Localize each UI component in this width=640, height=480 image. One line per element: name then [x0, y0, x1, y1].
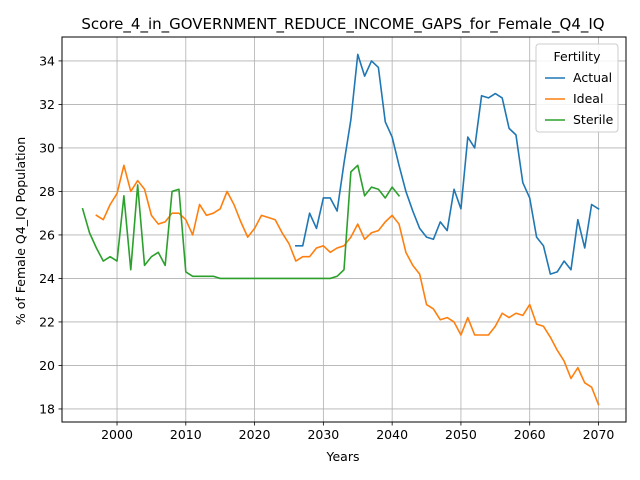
x-tick-label: 2020: [239, 427, 271, 442]
y-tick-label: 34: [39, 53, 55, 68]
y-tick-label: 24: [39, 271, 55, 286]
x-tick-label: 2010: [170, 427, 202, 442]
x-axis-label: Years: [326, 449, 360, 464]
x-tick-label: 2050: [445, 427, 477, 442]
x-tick-label: 2000: [101, 427, 133, 442]
y-tick-label: 18: [39, 401, 55, 416]
x-tick-label: 2030: [307, 427, 339, 442]
axis-ticks: 2000 2010 2020 2030 2040 2050 2060 2070 18 20 22 24…: [39, 53, 614, 442]
y-tick-label: 26: [39, 227, 55, 242]
y-axis-label: % of Female Q4_IQ Population: [13, 137, 28, 325]
legend-box: [535, 43, 619, 133]
chart-title: Score_4_in_GOVERNMENT_REDUCE_INCOME_GAPS…: [81, 15, 604, 34]
x-tick-label: 2060: [514, 427, 546, 442]
legend-label-sterile: Sterile: [573, 112, 614, 127]
series-line-sterile: [81, 164, 401, 280]
x-tick-label: 2040: [376, 427, 408, 442]
x-tick-label: 2070: [583, 427, 615, 442]
y-tick-label: 20: [39, 358, 55, 373]
legend: Fertility Actual Ideal Sterile: [535, 43, 619, 133]
plot-area-frame: [61, 36, 627, 423]
series-line-ideal: [95, 164, 600, 406]
y-tick-label: 30: [39, 140, 55, 155]
legend-label-actual: Actual: [573, 70, 612, 85]
y-tick-label: 28: [39, 184, 55, 199]
legend-title: Fertility: [554, 49, 602, 64]
series-line-actual: [295, 53, 600, 275]
y-tick-label: 22: [39, 314, 55, 329]
series-lines: [81, 53, 600, 406]
y-tick-label: 32: [39, 97, 55, 112]
legend-label-ideal: Ideal: [573, 91, 603, 106]
